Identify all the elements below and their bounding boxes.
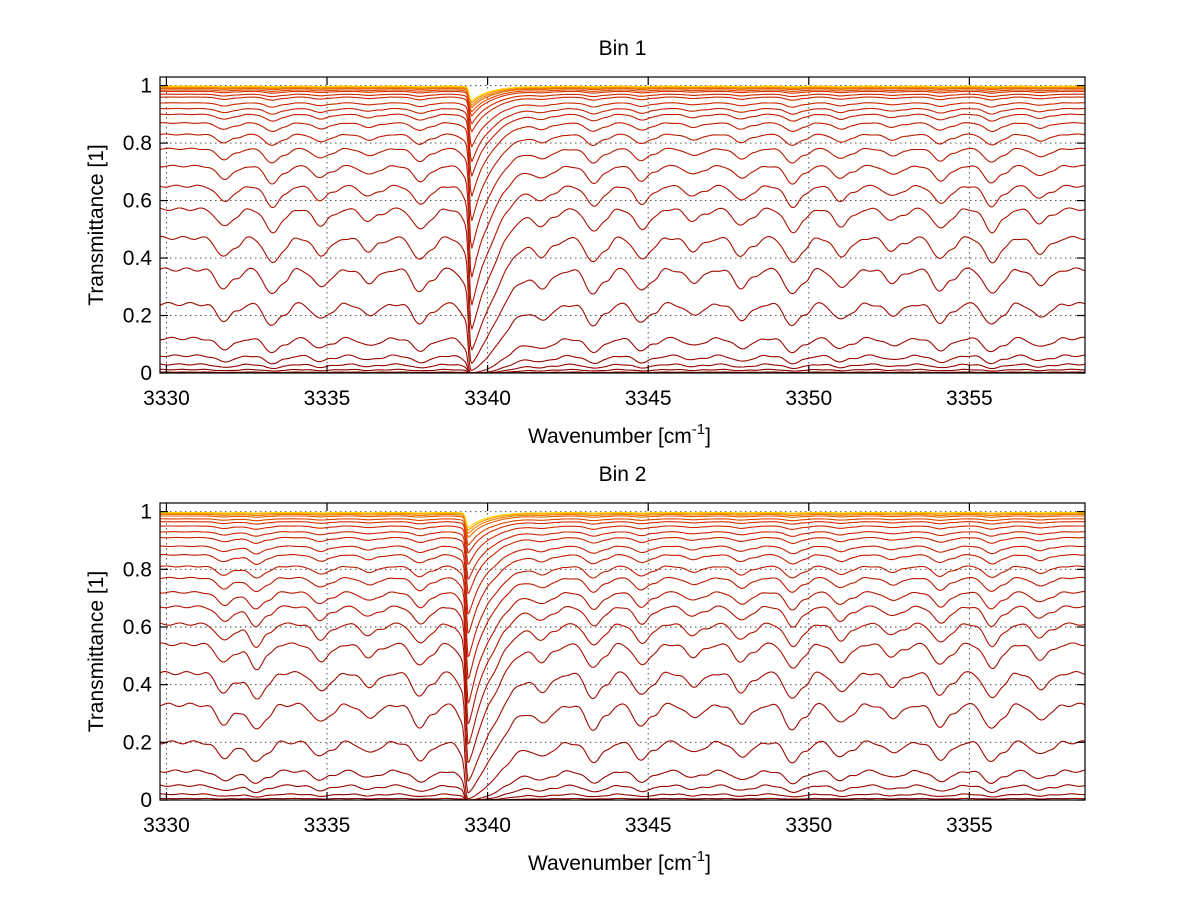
spectrum-series-line [160, 86, 1085, 104]
y-tick-label: 0.6 [123, 616, 152, 639]
spectra-series [159, 85, 1086, 374]
y-axis-label: Transmittance [1] [85, 144, 108, 305]
x-tick-label: 3335 [304, 387, 351, 410]
spectrum-series-line [159, 702, 1086, 794]
panel-bin-1: 3330 3335 3340 3345 3350 3355 0 0.2 0.4 0.6 0.8 1 B… [85, 37, 1086, 448]
y-tick-label: 0.2 [123, 731, 152, 754]
spectrum-series-line [159, 545, 1085, 615]
y-tick-label: 0.2 [123, 305, 152, 328]
spectrum-series-line [159, 642, 1086, 764]
chart-title: Bin 2 [599, 463, 647, 486]
spectrum-series-line [159, 769, 1086, 801]
spectrum-series-line [159, 102, 1085, 148]
panel-bin-2: 3330 3335 3340 3345 3350 3355 0 0.2 0.4 0.6 0.8 1 B… [85, 463, 1086, 875]
spectrum-series-line [160, 122, 1085, 197]
y-tick-label: 0.6 [123, 190, 152, 213]
y-tick-label: 0.8 [123, 558, 152, 581]
spectrum-series-line [160, 87, 1085, 109]
spectrum-series-line [160, 89, 1085, 113]
y-tick-label: 0 [140, 362, 152, 385]
spectrum-series-line [159, 521, 1086, 554]
y-axis-label: Transmittance [1] [85, 571, 108, 732]
ticks: 3330 3335 3340 3345 3350 3355 0 0.2 0.4 0.6 0.8 1 [123, 501, 1085, 837]
x-tick-label: 3340 [464, 387, 511, 410]
spectrum-series-line [159, 797, 1085, 801]
spectrum-series-line [159, 93, 1086, 125]
x-tick-label: 3355 [946, 814, 993, 837]
x-axis-label: Wavenumber [cm-1] [528, 421, 711, 448]
spectrum-series-line [160, 740, 1086, 800]
y-tick-label: 1 [140, 501, 152, 524]
x-tick-label: 3340 [464, 814, 511, 837]
spectrum-series-line [160, 85, 1085, 102]
spectrum-series-line [159, 565, 1086, 658]
spectrum-series-line [160, 554, 1085, 634]
y-tick-label: 0.4 [123, 247, 153, 270]
spectrum-series-line [160, 515, 1085, 538]
spectrum-series-line [159, 784, 1086, 801]
spectrum-series-line [160, 511, 1085, 528]
spectrum-series-line [159, 605, 1086, 725]
chart-title: Bin 1 [599, 37, 647, 60]
x-tick-label: 3330 [143, 387, 190, 410]
spectrum-series-line [159, 267, 1086, 364]
x-tick-label: 3350 [785, 814, 832, 837]
spectrum-series-line [159, 354, 1086, 374]
spectra-series [159, 511, 1086, 801]
x-tick-label: 3345 [625, 387, 672, 410]
y-tick-label: 0.8 [123, 132, 152, 155]
y-tick-label: 1 [140, 75, 152, 98]
spectrum-series-line [160, 525, 1085, 565]
spectrum-series-line [159, 90, 1085, 117]
spectrum-series-line [159, 164, 1085, 278]
spectrum-series-line [160, 371, 1085, 374]
x-tick-label: 3355 [946, 387, 993, 410]
x-tick-label: 3345 [625, 814, 672, 837]
spectrum-series-line [160, 536, 1086, 595]
spectrum-series-line [160, 336, 1086, 374]
spectrum-series-line [159, 301, 1086, 372]
spectrum-series-line [159, 363, 1086, 374]
x-axis-label-superscript: -1 [692, 848, 705, 865]
spectrum-series-line [160, 591, 1085, 704]
x-tick-label: 3350 [785, 387, 832, 410]
spectrum-series-line [160, 96, 1085, 133]
plot-area-frame [159, 502, 1086, 801]
spectrum-series-line [159, 113, 1085, 177]
x-tick-label: 3330 [143, 814, 190, 837]
spectrum-series-line [159, 368, 1085, 374]
spectrum-series-line [159, 207, 1086, 330]
spectrum-series-line [160, 107, 1086, 163]
plot-area-frame [159, 76, 1086, 374]
spectrum-series-line [159, 147, 1086, 249]
spectrum-series-line [160, 793, 1085, 801]
ticks: 3330 3335 3340 3345 3350 3355 0 0.2 0.4 0.6 0.8 1 [123, 75, 1085, 410]
spectrum-series-line [159, 671, 1086, 782]
x-axis-label: Wavenumber [cm-1] [528, 848, 711, 875]
spectrum-series-line [159, 622, 1086, 745]
spectrum-series-line [160, 518, 1085, 546]
x-tick-label: 3335 [304, 814, 351, 837]
x-axis-label-suffix: ] [705, 852, 711, 875]
spectrum-series-line [159, 235, 1086, 351]
y-tick-label: 0 [140, 789, 152, 812]
x-axis-label-main: Wavenumber [cm [528, 852, 692, 875]
spectrum-series-line [159, 184, 1086, 306]
spectrum-series-line [159, 576, 1086, 680]
y-tick-label: 0.4 [123, 674, 153, 697]
spectrum-series-line [160, 513, 1085, 534]
x-axis-label-superscript: -1 [692, 421, 705, 438]
spectrum-series-line [160, 87, 1085, 106]
x-axis-label-main: Wavenumber [cm [528, 425, 692, 448]
spectrum-series-line [159, 133, 1086, 222]
x-axis-label-suffix: ] [705, 425, 711, 448]
spectrum-series-line [160, 512, 1085, 531]
spectrum-series-line [160, 531, 1085, 580]
